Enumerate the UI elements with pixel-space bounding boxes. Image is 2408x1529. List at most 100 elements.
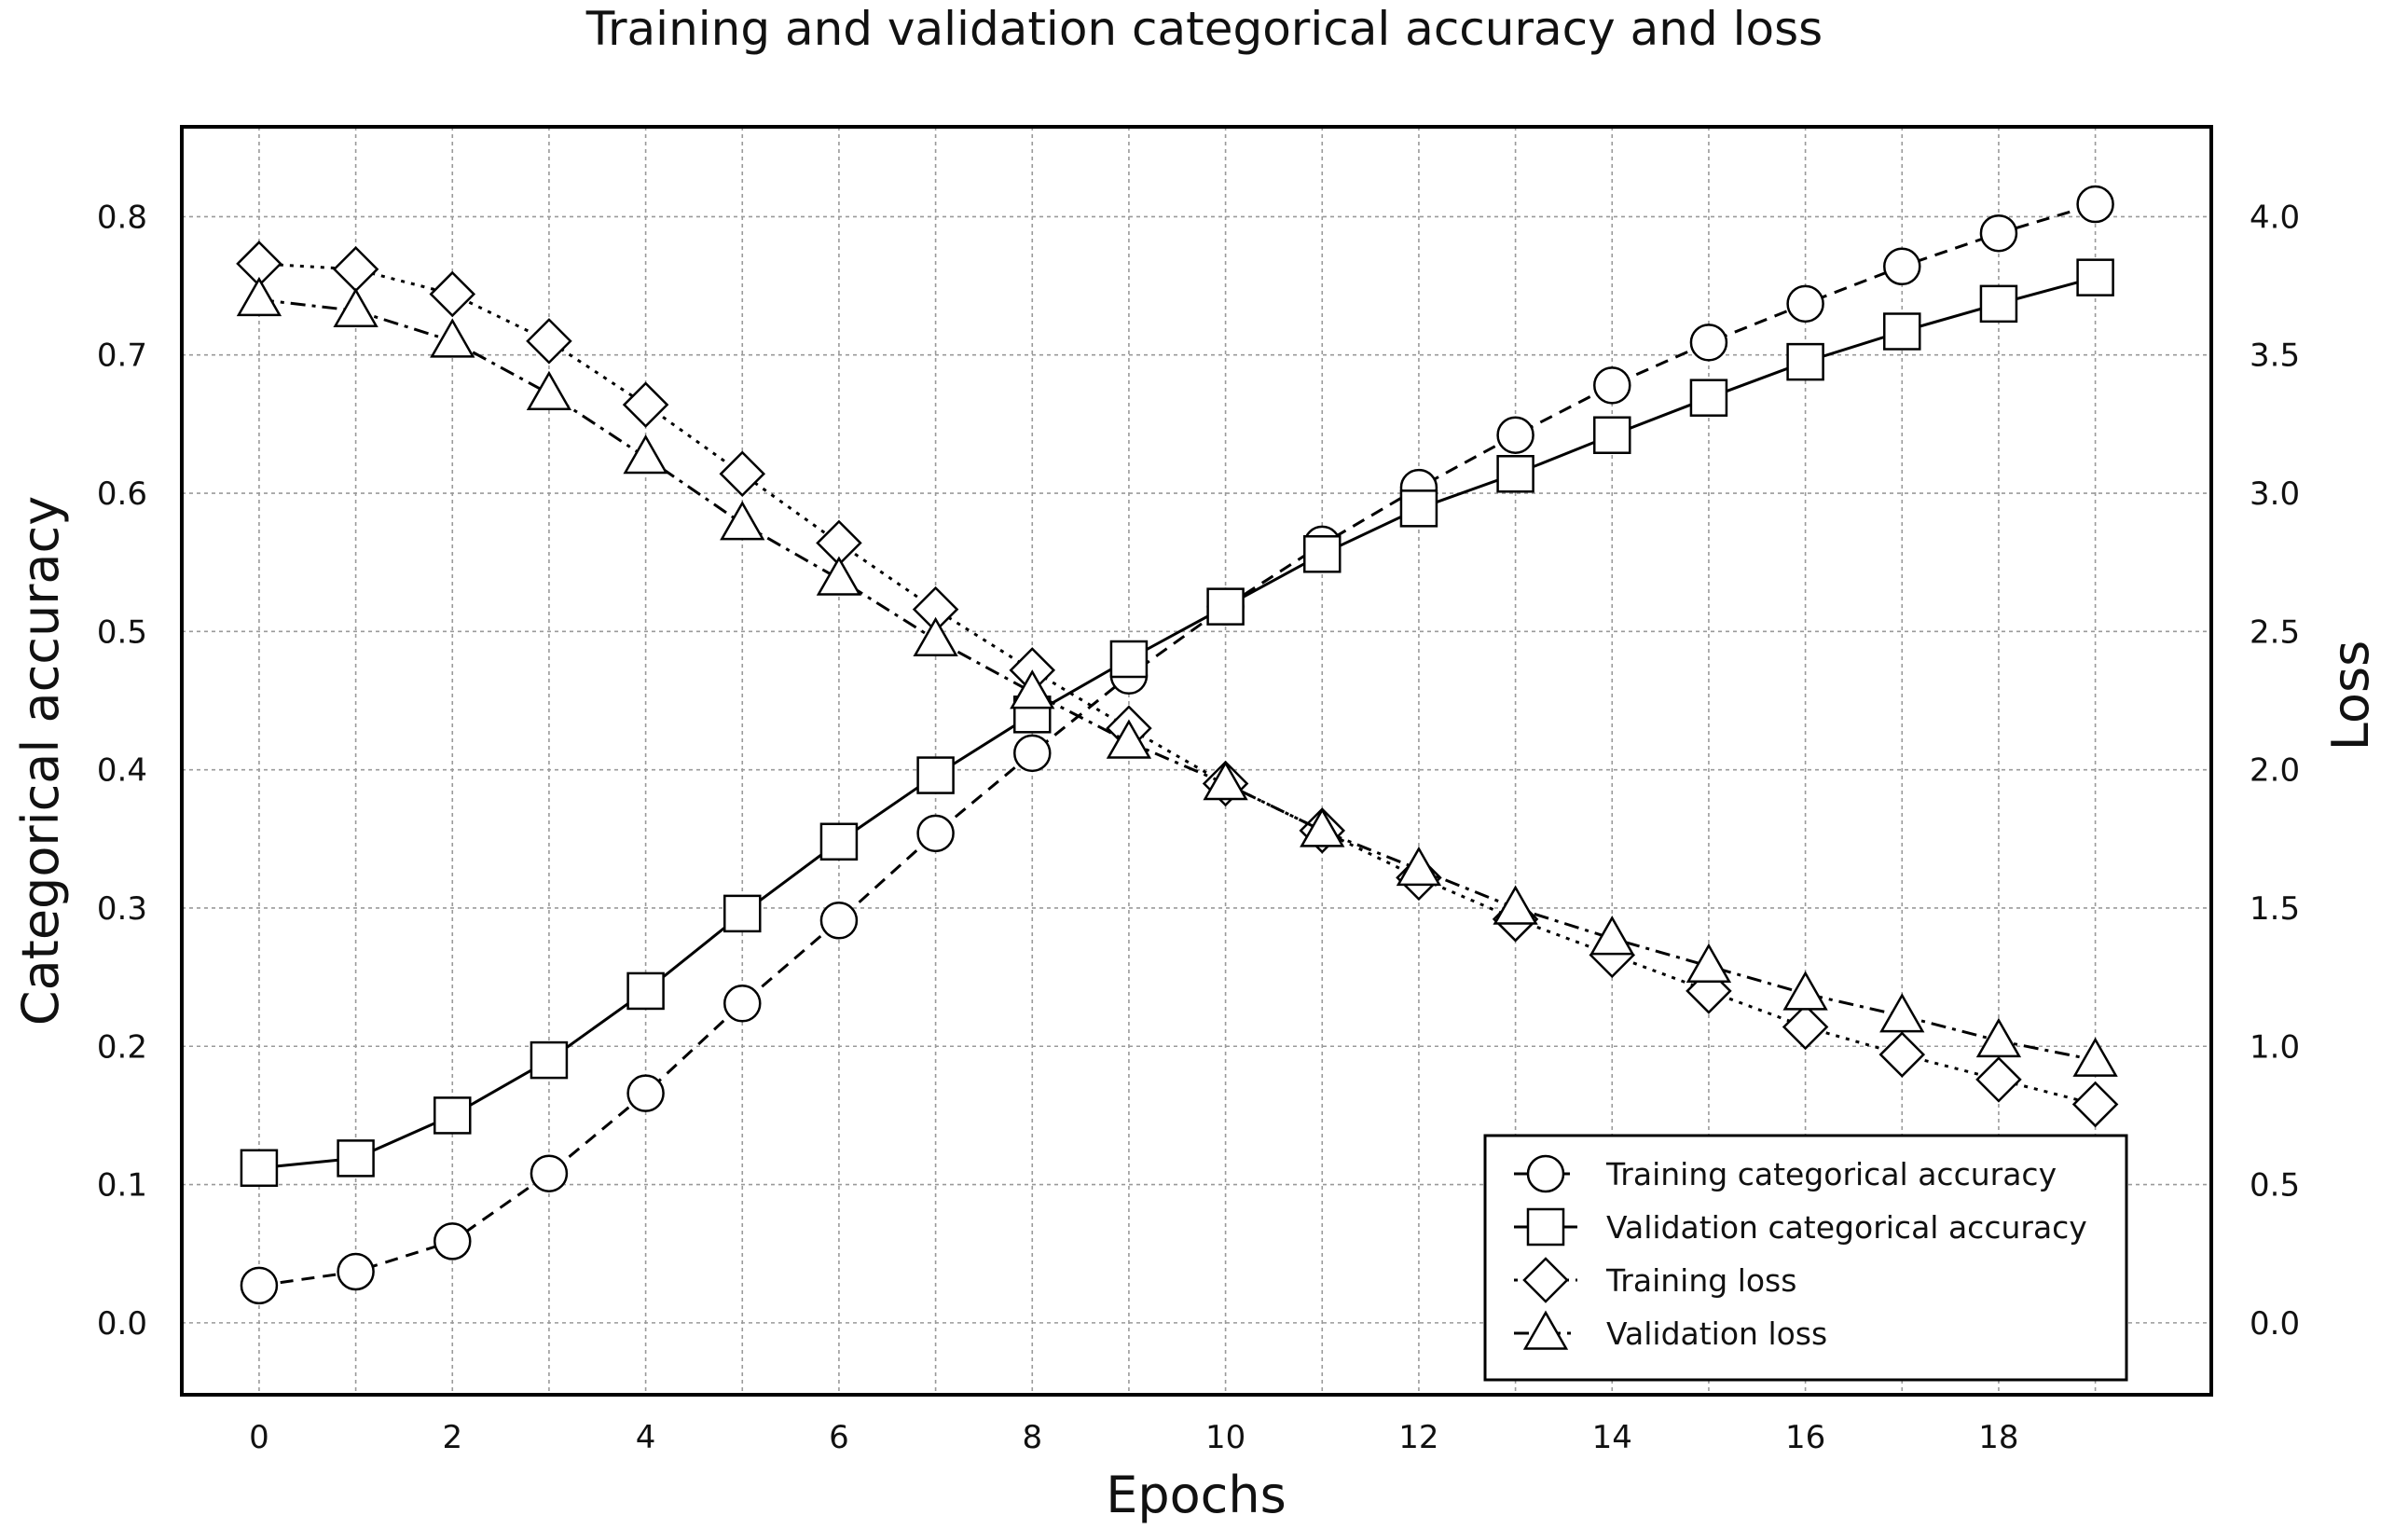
data-point-square [240,1149,279,1188]
data-point-diamond [1975,1056,2022,1103]
x-tick-label: 4 [636,1419,656,1456]
data-point-triangle [1203,760,1248,801]
y-tick-label: 0.4 [97,752,147,790]
data-point-square [433,1096,472,1135]
series-group [236,185,2119,1305]
data-point-triangle [720,501,765,541]
data-point-diamond [332,245,379,293]
legend-marker-diamond [1522,1257,1569,1303]
data-point-triangle [1396,846,1442,887]
legend-box [1483,1134,2128,1382]
x-tick-label: 10 [1205,1419,1245,1456]
data-point-square [1303,535,1342,573]
data-point-square [1399,489,1438,528]
legend-label: Validation loss [1606,1315,1827,1352]
data-point-diamond [2071,1081,2119,1128]
data-point-square [723,894,762,933]
x-axis: 0 2 4 6 8 10 12 14 16 18 [249,1419,2018,1456]
data-point-diamond [719,450,766,498]
data-point-square [337,1139,375,1178]
x-tick-label: 14 [1592,1419,1632,1456]
x-tick-label: 0 [249,1419,269,1456]
data-point-circle [626,1074,665,1112]
y-tick-label: 0.7 [97,337,147,375]
y-tick-label: 0.6 [97,475,147,513]
series-line [258,297,2096,1062]
data-point-triangle [1010,669,1055,709]
data-point-triangle [1106,719,1152,759]
data-point-triangle [1493,885,1538,925]
data-point-triangle [2072,1037,2118,1077]
data-point-square [2076,258,2114,296]
data-point-diamond [429,270,476,318]
data-point-triangle [623,434,668,475]
x-axis-label: Epochs [1106,1466,1286,1524]
y2-axis-label: Loss [2321,641,2380,751]
x-tick-label: 2 [442,1419,462,1456]
y-tick-label: 0.1 [97,1167,147,1205]
y2-tick-label: 0.0 [2250,1305,2300,1343]
y-tick-label: 0.2 [97,1028,147,1066]
data-point-circle [240,1266,279,1305]
y2-tick-label: 3.5 [2250,337,2300,375]
data-point-triangle [1782,971,1828,1011]
y-axis-label: Categorical accuracy [11,496,70,1026]
data-point-square [1109,640,1149,679]
data-point-circle [1786,284,1824,324]
y2-tick-label: 4.0 [2250,199,2300,236]
plot-frame [180,125,2213,1397]
y-tick-label: 0.5 [97,613,147,651]
data-point-triangle [816,556,862,596]
y-tick-label: 0.8 [97,199,147,236]
data-point-circle [916,814,955,853]
x-tick-label: 18 [1978,1419,2018,1456]
data-point-diamond [1782,1003,1829,1051]
data-point-square [916,756,955,794]
data-point-square [530,1040,569,1080]
y-tick-label: 0.3 [97,890,147,928]
data-point-triangle [1975,1017,2022,1058]
y2-tick-label: 1.0 [2250,1028,2300,1066]
data-point-triangle [913,616,958,656]
data-point-triangle [526,370,572,410]
legend-marker-circle [1526,1154,1565,1193]
data-point-diamond [1878,1031,1926,1078]
data-point-circle [433,1222,472,1260]
y2-tick-label: 2.5 [2250,613,2300,651]
data-point-circle [530,1154,569,1192]
x-tick-label: 8 [1022,1419,1042,1456]
legend-marker-square [1526,1207,1565,1247]
series-training-loss [236,241,2119,1128]
x-tick-label: 6 [829,1419,849,1456]
y2-tick-label: 3.0 [2250,475,2300,513]
series-line [258,202,2097,1288]
y-axis-left: 0.0 0.1 0.2 0.3 0.4 0.5 0.6 0.7 0.8 [97,199,147,1342]
y2-tick-label: 2.0 [2250,752,2300,790]
data-point-diamond [526,318,572,365]
data-point-triangle [1300,807,1345,847]
chart-title: Training and validation categorical accu… [585,2,1823,56]
y2-tick-label: 0.5 [2250,1167,2300,1205]
data-point-square [626,971,665,1011]
data-point-circle [723,985,762,1023]
x-tick-label: 16 [1785,1419,1825,1456]
data-point-circle [1689,324,1728,362]
data-point-diamond [622,381,669,428]
data-point-square [1206,587,1245,626]
legend-marker-triangle [1522,1310,1569,1350]
data-point-triangle [1686,943,1732,983]
legend-label: Training loss [1605,1262,1796,1299]
series-line [258,262,2096,1107]
data-point-square [1593,416,1631,454]
data-point-square [1496,455,1534,493]
y-tick-label: 0.0 [97,1305,147,1343]
series-validation-loss [236,276,2118,1077]
data-point-circle [1883,247,1921,286]
data-point-triangle [333,287,378,328]
data-point-circle [1013,734,1052,773]
x-tick-label: 12 [1398,1419,1438,1456]
data-point-square [819,822,859,861]
data-point-triangle [1589,916,1635,956]
data-point-triangle [236,276,282,317]
